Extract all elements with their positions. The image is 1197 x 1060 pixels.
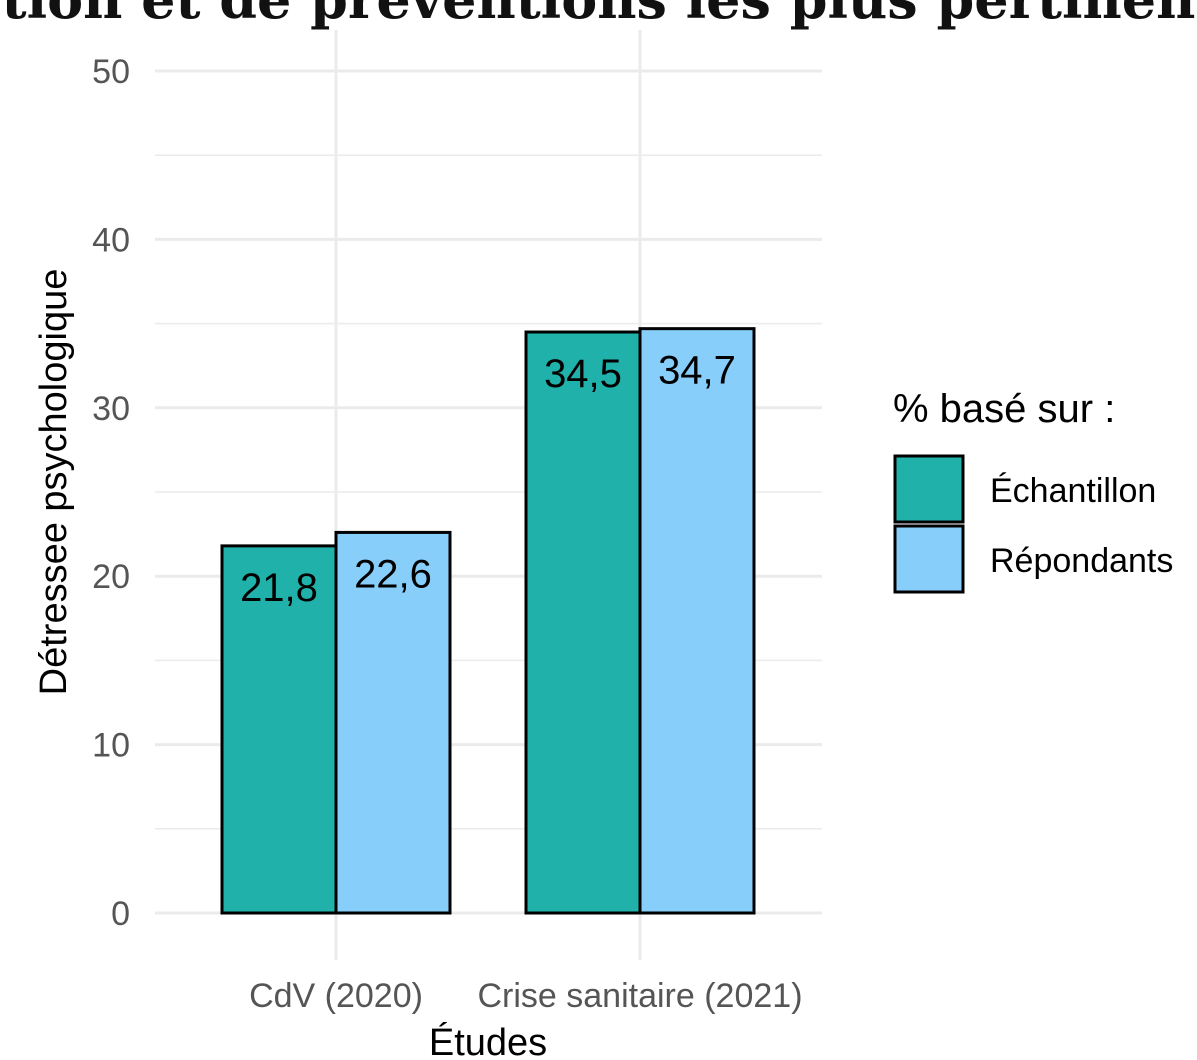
y-axis-title: Détressee psychologique (33, 269, 75, 696)
data-label: 22,6 (354, 552, 432, 596)
x-tick-label: Crise sanitaire (2021) (477, 977, 802, 1015)
legend-label: Échantillon (990, 472, 1156, 510)
data-label: 21,8 (240, 566, 318, 610)
y-tick-label: 10 (92, 727, 130, 765)
legend-title: % basé sur : (893, 387, 1115, 431)
y-tick-label: 20 (92, 558, 130, 596)
data-label: 34,7 (658, 349, 736, 393)
x-axis-ticks: CdV (2020) Crise sanitaire (2021) (249, 977, 802, 1015)
data-label: 34,5 (544, 352, 622, 396)
legend: % basé sur : Échantillon Répondants (893, 387, 1173, 594)
legend-swatch (893, 454, 965, 524)
x-tick-label: CdV (2020) (249, 977, 423, 1015)
legend-label: Répondants (990, 542, 1173, 580)
y-tick-label: 30 (92, 390, 130, 428)
bar-repondants (334, 530, 452, 915)
page-header-fragment: tion et de préventions les plus pertinen (0, 0, 1197, 34)
bars (220, 327, 756, 915)
bar-echantillon (220, 544, 338, 915)
y-axis-ticks: 0 10 20 30 40 50 (92, 53, 130, 933)
bar-repondants (638, 327, 756, 915)
y-tick-label: 40 (92, 221, 130, 259)
x-axis-title: Études (429, 1021, 547, 1060)
y-tick-label: 50 (92, 53, 130, 91)
bar-echantillon (524, 330, 642, 915)
legend-swatch (893, 524, 965, 594)
data-labels: 21,8 22,6 34,5 34,7 (240, 349, 736, 610)
y-tick-label: 0 (111, 895, 130, 933)
